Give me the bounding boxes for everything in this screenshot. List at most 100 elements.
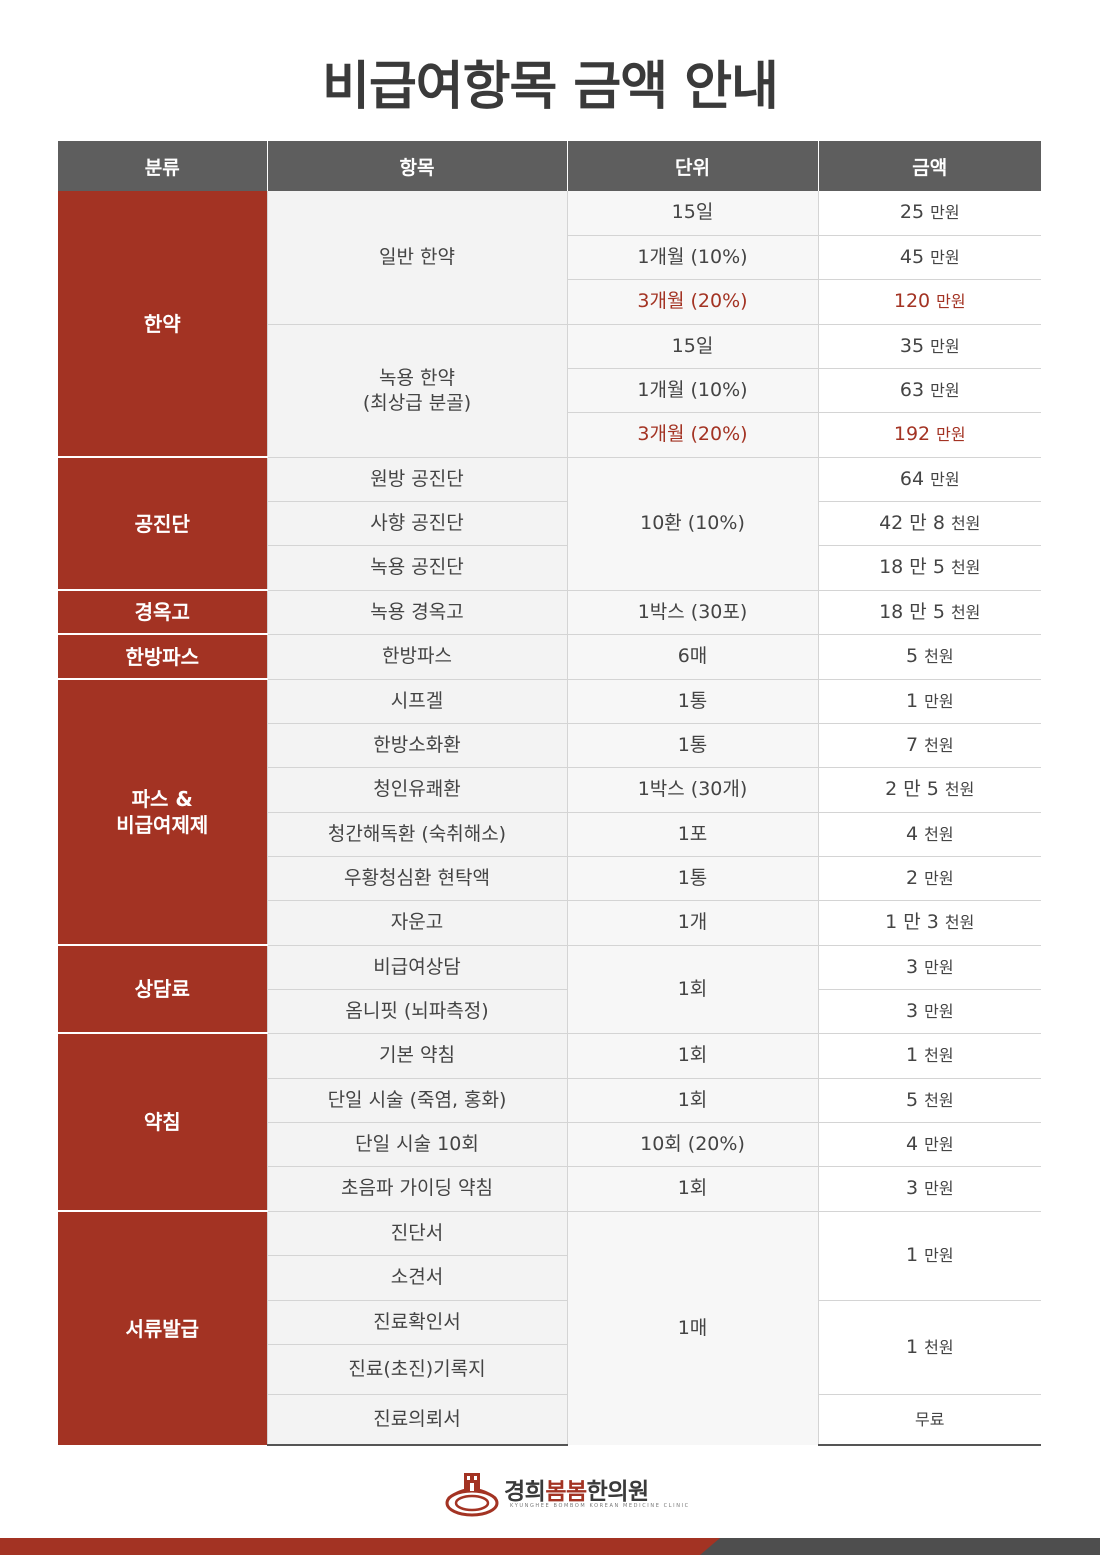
price-value: 3 — [905, 1177, 919, 1200]
price-value: 5 — [905, 645, 919, 668]
unit-cell: 15일 — [566, 191, 818, 235]
price-suffix: 만원 — [924, 1179, 954, 1199]
table-row: 한방파스 한방파스 6매 5 천원 — [58, 633, 1041, 679]
unit-cell: 15일 — [566, 323, 818, 368]
table-row: 진료의뢰서 무료 — [58, 1393, 1041, 1446]
price-value: 42 만 8 — [879, 511, 945, 534]
header-unit: 단위 — [566, 141, 818, 191]
price-suffix: 천원 — [924, 1090, 954, 1110]
price-value: 2 만 5 — [885, 778, 939, 801]
price-suffix: 천원 — [944, 913, 975, 933]
item-name: 진료확인서 — [266, 1299, 567, 1344]
price-cell: 18 만 5 천원 — [817, 544, 1041, 590]
price-suffix: 만원 — [930, 203, 960, 223]
price-cell: 64 만원 — [817, 456, 1041, 501]
price-cell: 3 만원 — [817, 988, 1041, 1033]
footer-bar-accent — [0, 1538, 720, 1555]
item-name: 비급여상담 — [266, 944, 567, 989]
price-suffix: 천원 — [924, 647, 954, 667]
price-suffix: 만원 — [924, 1134, 954, 1154]
table-row: 녹용 한약 (최상급 분골) 15일 35 만원 — [58, 323, 1041, 457]
price-suffix: 만원 — [924, 1001, 954, 1021]
price-value: 1 — [905, 1244, 919, 1267]
price-cell: 3 만원 — [817, 944, 1041, 989]
table-row: 청간해독환 (숙취해소) 1포 4 천원 — [58, 811, 1041, 856]
price-suffix: 만원 — [924, 691, 954, 711]
unit-cell: 1회 — [566, 944, 818, 1033]
table-row: 녹용 공진단 18 만 5 천원 — [58, 544, 1041, 590]
clinic-name-prefix: 경희 — [504, 1479, 546, 1505]
table-row: 서류발급 진단서 1매 1 만원 — [58, 1210, 1041, 1445]
category-cell: 파스 & 비급여제제 — [58, 678, 267, 945]
clinic-name-suffix: 한의원 — [586, 1479, 649, 1505]
price-suffix: 만원 — [924, 868, 954, 888]
table-row: 약침 기본 약침 1회 1 천원 — [58, 1032, 1041, 1211]
price-suffix: 천원 — [950, 602, 981, 622]
price-value: 4 — [905, 822, 919, 845]
item-name: 한방소화환 — [266, 722, 567, 767]
table-row: 초음파 가이딩 약침 1회 3 만원 — [58, 1165, 1041, 1211]
table-row: 소견서 — [58, 1254, 1041, 1300]
table-row: 진료확인서 1 천원 — [58, 1299, 1041, 1394]
item-name: 녹용 한약 (최상급 분골) — [266, 323, 567, 457]
item-name: 초음파 가이딩 약침 — [266, 1165, 567, 1211]
price-cell: 2 만원 — [817, 855, 1041, 900]
price-value: 4 — [905, 1132, 919, 1155]
price-cell: 42 만 8 천원 — [817, 500, 1041, 545]
price-cell: 1 만원 — [817, 1210, 1041, 1300]
unit-cell: 1박스 (30개) — [566, 766, 818, 812]
price-value: 1 만 3 — [885, 911, 939, 934]
clinic-logo[interactable]: 경희봄봄한의원 KYUNGHEE BOMBOM KOREAN MEDICINE … — [444, 1470, 688, 1520]
category-cell: 한방파스 — [58, 633, 267, 679]
price-value: 18 만 5 — [879, 556, 945, 579]
unit-cell: 1회 — [566, 1032, 818, 1078]
table-row: 한방소화환 1통 7 천원 — [58, 722, 1041, 767]
price-cell: 2 만 5 천원 — [817, 766, 1041, 812]
table-row: 진료(초진)기록지 — [58, 1343, 1041, 1394]
price-suffix: 만원 — [924, 1246, 954, 1266]
table-row: 단일 시술 (죽염, 홍화) 1회 5 천원 — [58, 1077, 1041, 1122]
unit-cell: 1박스 (30포) — [566, 589, 818, 634]
price-cell: 35 만원 — [817, 323, 1041, 368]
unit-cell: 1개월 (10%) — [566, 367, 818, 412]
item-name: 단일 시술 10회 — [266, 1121, 567, 1166]
item-name: 청간해독환 (숙취해소) — [266, 811, 567, 856]
unit-cell: 1통 — [566, 722, 818, 767]
price-suffix: 만원 — [930, 380, 960, 400]
unit-cell: 1회 — [566, 1165, 818, 1211]
category-cell: 약침 — [58, 1032, 267, 1211]
category-cell: 서류발급 — [58, 1210, 267, 1445]
price-cell: 1 천원 — [817, 1299, 1041, 1394]
clinic-name: 경희봄봄한의원 — [504, 1472, 649, 1506]
price-cell: 7 천원 — [817, 722, 1041, 767]
price-cell: 4 만원 — [817, 1121, 1041, 1166]
price-cell-highlight: 120 만원 — [817, 278, 1041, 324]
item-name: 한방파스 — [266, 633, 567, 679]
item-name: 원방 공진단 — [266, 456, 567, 501]
header-item: 항목 — [266, 141, 567, 191]
clinic-emblem-icon — [445, 1473, 499, 1517]
item-name: 시프겔 — [266, 678, 567, 723]
table-row: 단일 시술 10회 10회 (20%) 4 만원 — [58, 1121, 1041, 1166]
item-name: 사향 공진단 — [266, 500, 567, 545]
header-category: 분류 — [58, 141, 267, 191]
table-row: 공진단 원방 공진단 10환 (10%) 64 만원 — [58, 456, 1041, 590]
table-row: 청인유쾌환 1박스 (30개) 2 만 5 천원 — [58, 766, 1041, 812]
table-row: 사향 공진단 42 만 8 천원 — [58, 500, 1041, 545]
table-row: 1개월 (10%) 45 만원 — [58, 234, 1041, 279]
unit-cell: 1개월 (10%) — [566, 234, 818, 279]
unit-cell: 10환 (10%) — [566, 456, 818, 590]
price-value: 3 — [905, 955, 919, 978]
price-value: 7 — [905, 733, 919, 756]
price-suffix: 만원 — [930, 247, 960, 267]
price-cell: 5 천원 — [817, 1077, 1041, 1122]
table-row: 자운고 1개 1 만 3 천원 — [58, 899, 1041, 945]
price-cell-highlight: 192 만원 — [817, 411, 1041, 457]
item-name: 청인유쾌환 — [266, 766, 567, 812]
item-name: 기본 약침 — [266, 1032, 567, 1078]
price-value: 35 — [899, 334, 925, 357]
price-cell: 1 만원 — [817, 678, 1041, 723]
table-row: 3개월 (20%) 120 만원 — [58, 278, 1041, 324]
table-row: 1개월 (10%) 63 만원 — [58, 367, 1041, 412]
price-suffix: 천원 — [944, 780, 975, 800]
